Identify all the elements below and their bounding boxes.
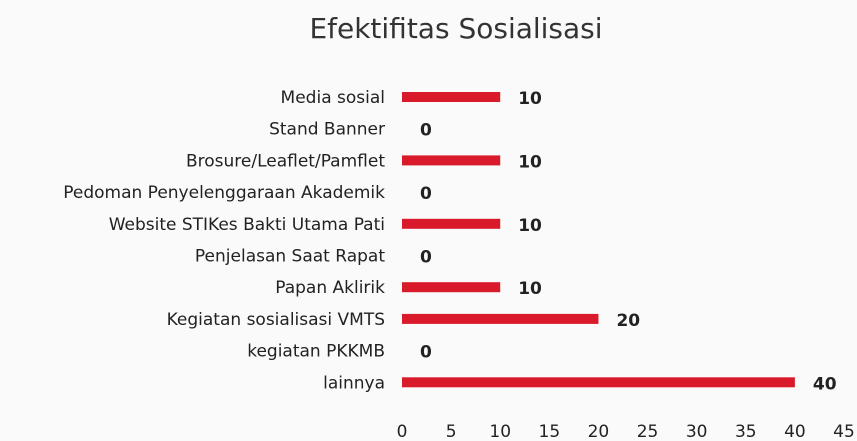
data-label: 40 bbox=[813, 374, 837, 394]
y-tick-label: Website STIKes Bakti Utama Pati bbox=[109, 215, 385, 235]
x-tick-label: 35 bbox=[735, 422, 757, 441]
x-tick-label: 25 bbox=[637, 422, 659, 441]
y-tick-label: Stand Banner bbox=[269, 120, 385, 140]
x-tick-label: 10 bbox=[489, 422, 511, 441]
bar bbox=[402, 282, 501, 293]
data-label: 10 bbox=[518, 279, 542, 299]
y-tick-label: Papan Aklirik bbox=[275, 278, 385, 298]
data-label: 10 bbox=[518, 216, 542, 236]
bar bbox=[402, 313, 599, 324]
x-tick-label: 5 bbox=[446, 422, 457, 441]
data-label: 0 bbox=[420, 121, 432, 141]
chart-title: Efektifitas Sosialisasi bbox=[309, 12, 602, 45]
y-tick-label: Brosure/Leaflet/Pamflet bbox=[186, 151, 385, 171]
x-tick-label: 0 bbox=[397, 422, 408, 441]
y-tick-label: lainnya bbox=[323, 373, 385, 393]
x-tick-label: 20 bbox=[588, 422, 610, 441]
y-tick-label: Media sosial bbox=[281, 88, 385, 108]
data-label: 0 bbox=[420, 343, 432, 363]
bar bbox=[402, 155, 501, 166]
x-tick-label: 40 bbox=[784, 422, 806, 441]
data-label: 0 bbox=[420, 248, 432, 268]
y-tick-label: kegiatan PKKMB bbox=[247, 342, 385, 362]
data-label: 20 bbox=[616, 311, 640, 331]
bar bbox=[402, 218, 501, 229]
bar bbox=[402, 377, 795, 388]
x-tick-label: 15 bbox=[539, 422, 561, 441]
bar bbox=[402, 92, 501, 102]
data-label: 10 bbox=[518, 89, 542, 109]
x-tick-label: 30 bbox=[686, 422, 708, 441]
y-tick-label: Penjelasan Saat Rapat bbox=[195, 247, 385, 267]
y-tick-label: Pedoman Penyelenggaraan Akademik bbox=[63, 183, 385, 203]
x-tick-label: 45 bbox=[833, 422, 855, 441]
y-tick-label: Kegiatan sosialisasi VMTS bbox=[167, 310, 385, 330]
data-label: 0 bbox=[420, 184, 432, 204]
data-label: 10 bbox=[518, 152, 542, 172]
